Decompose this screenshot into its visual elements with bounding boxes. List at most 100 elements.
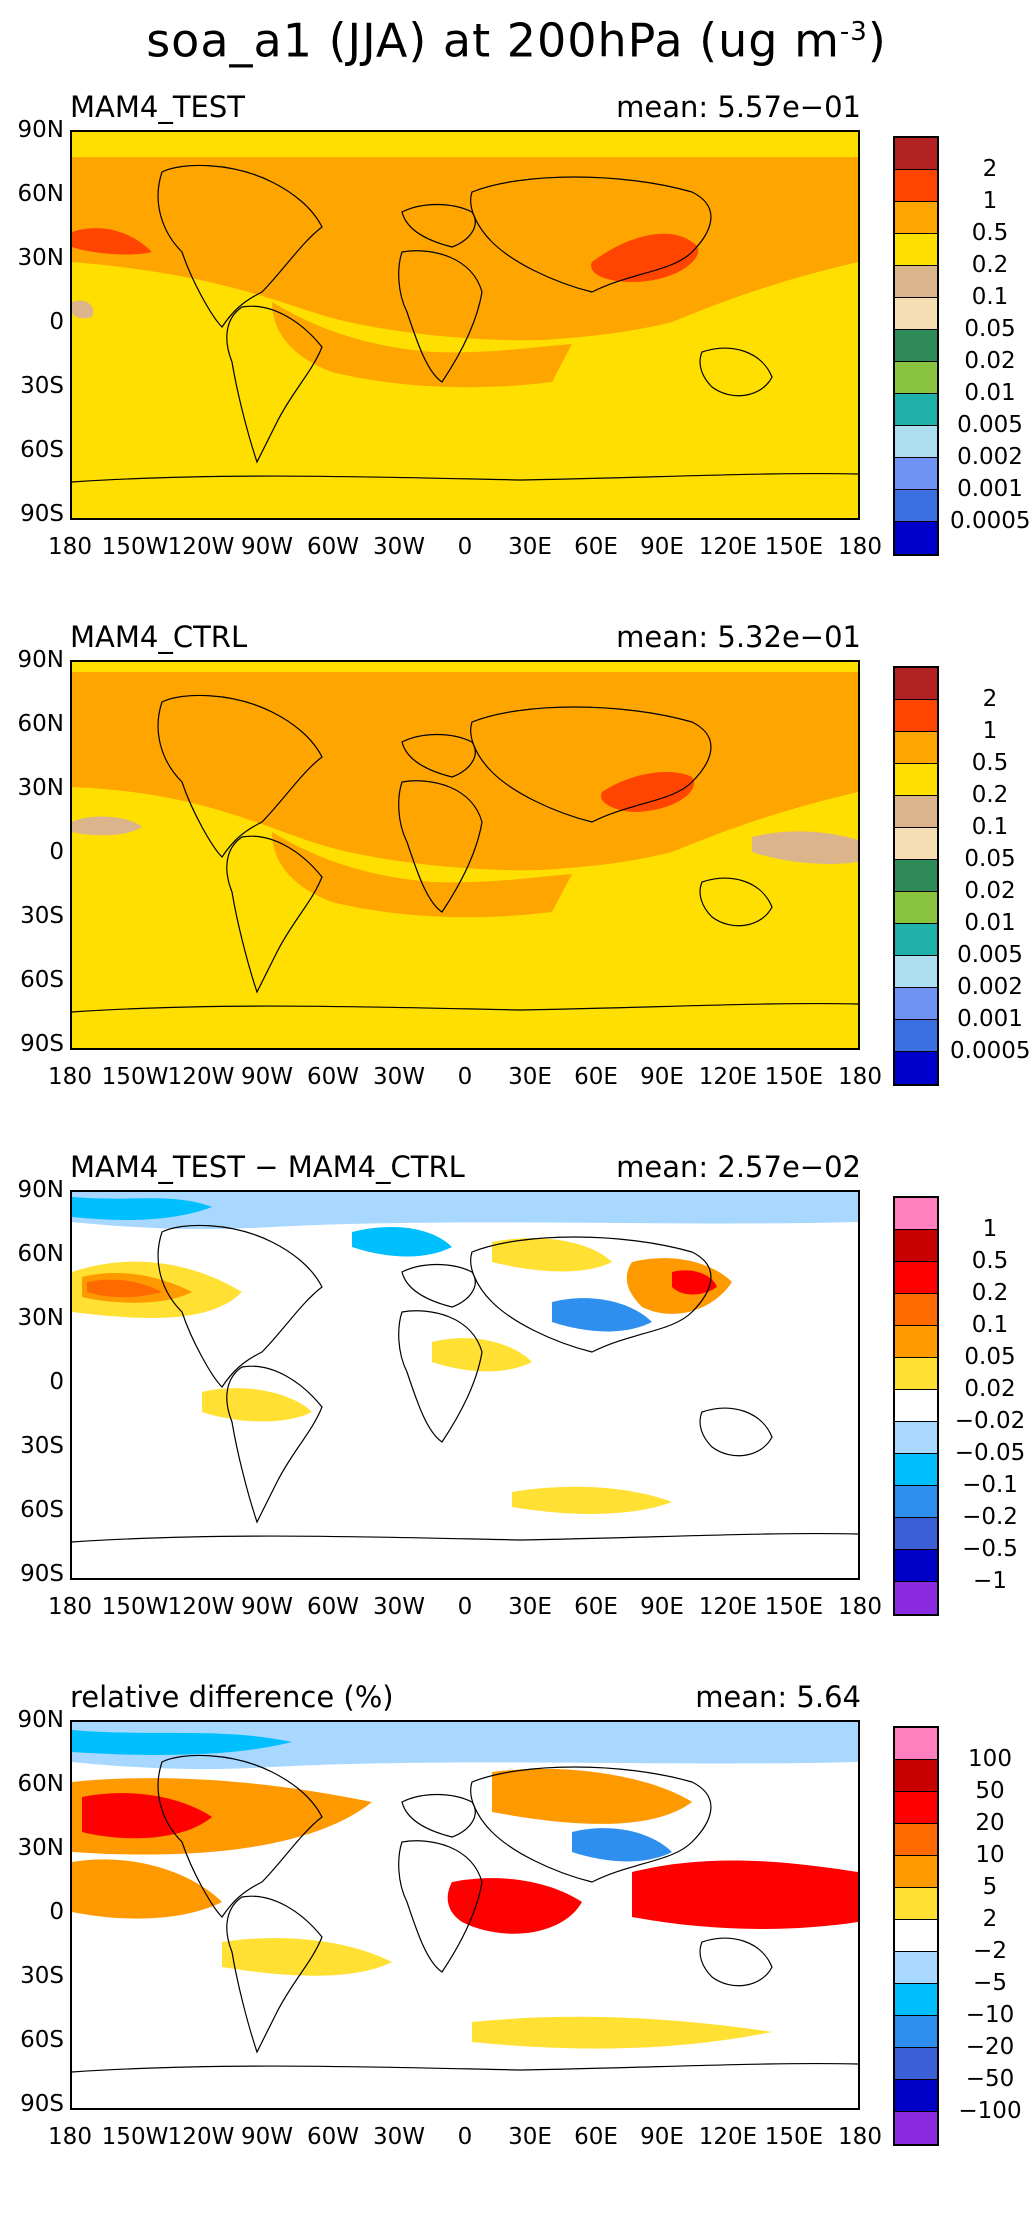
colorbar-swatch bbox=[895, 1486, 937, 1518]
field-red-pacific bbox=[82, 1793, 212, 1839]
colorbar-label: 5 bbox=[982, 1874, 998, 1900]
field-red-asia bbox=[591, 233, 699, 282]
coastlines bbox=[72, 1754, 858, 2073]
y-tick-label: 60N bbox=[17, 711, 64, 737]
colorbar-swatch bbox=[895, 170, 937, 202]
panel-title: MAM4_TEST bbox=[70, 90, 245, 124]
x-tick-label: 60W bbox=[306, 1064, 360, 1090]
colorbar-swatch bbox=[895, 1952, 937, 1984]
field-blue-asia bbox=[572, 1828, 672, 1862]
field-yellow-south bbox=[222, 1938, 392, 1976]
y-tick-label: 60S bbox=[20, 967, 64, 993]
colorbar-swatch bbox=[895, 298, 937, 330]
colorbar-swatch bbox=[895, 956, 937, 988]
x-tick-label: 180 bbox=[48, 1594, 92, 1620]
x-tick-label: 120E bbox=[698, 2124, 758, 2150]
colorbar bbox=[893, 1196, 939, 1616]
colorbar-swatch bbox=[895, 668, 937, 700]
colorbar-label: −1 bbox=[973, 1568, 1007, 1594]
colorbar-label: 0.5 bbox=[971, 750, 1009, 776]
x-tick-label: 90E bbox=[640, 534, 684, 560]
colorbar-label: 0.2 bbox=[971, 1280, 1009, 1306]
colorbar-label: −100 bbox=[958, 2098, 1022, 2124]
x-tick-label: 90W bbox=[240, 1064, 294, 1090]
colorbar-swatch bbox=[895, 1920, 937, 1952]
x-tick-label: 90W bbox=[240, 1594, 294, 1620]
map-svg bbox=[72, 1722, 858, 2108]
colorbar-label: −0.2 bbox=[962, 1504, 1018, 1530]
x-tick-label: 150W bbox=[101, 534, 169, 560]
colorbar-label: 1 bbox=[982, 188, 998, 214]
colorbar-swatch bbox=[895, 796, 937, 828]
y-tick-label: 90S bbox=[20, 501, 64, 527]
x-tick-label: 180 bbox=[838, 1594, 882, 1620]
colorbar-label: 0.01 bbox=[964, 380, 1016, 406]
colorbar-label: 0.05 bbox=[964, 1344, 1016, 1370]
y-tick-label: 60N bbox=[17, 181, 64, 207]
field-cyan-arctic bbox=[72, 1197, 212, 1220]
colorbar-label: 1 bbox=[982, 718, 998, 744]
x-tick-label: 180 bbox=[838, 534, 882, 560]
x-tick-label: 90W bbox=[240, 534, 294, 560]
colorbar-swatch bbox=[895, 1422, 937, 1454]
y-tick-label: 60S bbox=[20, 1497, 64, 1523]
y-tick-label: 0 bbox=[49, 1369, 64, 1395]
panel-mean: mean: 5.57e−01 bbox=[616, 90, 861, 124]
colorbar bbox=[893, 1726, 939, 2146]
colorbar-swatch bbox=[895, 522, 937, 554]
y-tick-label: 30S bbox=[20, 373, 64, 399]
y-tick-label: 30S bbox=[20, 1433, 64, 1459]
x-tick-label: 30E bbox=[508, 534, 552, 560]
x-tick-label: 60E bbox=[574, 1064, 618, 1090]
field-red-eastasia bbox=[632, 1860, 858, 1929]
colorbar-swatch bbox=[895, 458, 937, 490]
y-tick-label: 0 bbox=[49, 309, 64, 335]
y-tick-label: 90S bbox=[20, 1031, 64, 1057]
colorbar-label: 0.2 bbox=[971, 782, 1009, 808]
y-tick-label: 30S bbox=[20, 1963, 64, 1989]
x-tick-label: 30E bbox=[508, 1594, 552, 1620]
field-blue-arctic bbox=[72, 1192, 858, 1230]
y-tick-label: 90N bbox=[17, 647, 64, 673]
colorbar-label: 0.2 bbox=[971, 252, 1009, 278]
colorbar-swatch bbox=[895, 2016, 937, 2048]
y-tick-label: 60N bbox=[17, 1241, 64, 1267]
y-tick-label: 90S bbox=[20, 2091, 64, 2117]
y-tick-label: 90N bbox=[17, 117, 64, 143]
field-orange-south bbox=[272, 302, 572, 388]
field-cyan-arctic bbox=[72, 1730, 292, 1755]
colorbar-label: 0.01 bbox=[964, 910, 1016, 936]
y-tick-label: 30S bbox=[20, 903, 64, 929]
colorbar-swatch bbox=[895, 732, 937, 764]
colorbar-swatch bbox=[895, 362, 937, 394]
x-tick-label: 120E bbox=[698, 534, 758, 560]
x-tick-label: 120W bbox=[167, 2124, 235, 2150]
field-blue-europe bbox=[352, 1227, 452, 1257]
field-yellow-southern bbox=[472, 2016, 772, 2049]
colorbar-swatch bbox=[895, 1856, 937, 1888]
colorbar-label: 0.02 bbox=[964, 1376, 1016, 1402]
field-red-asia bbox=[601, 772, 694, 812]
colorbar-swatch bbox=[895, 1518, 937, 1550]
field-orange-eurasia bbox=[492, 1768, 692, 1824]
x-tick-label: 180 bbox=[48, 1064, 92, 1090]
colorbar-swatch bbox=[895, 1198, 937, 1230]
colorbar-label: 0.05 bbox=[964, 316, 1016, 342]
colorbar-label: 1 bbox=[982, 1216, 998, 1242]
colorbar-label: 0.005 bbox=[957, 942, 1023, 968]
colorbar-swatch bbox=[895, 860, 937, 892]
colorbar-swatch bbox=[895, 330, 937, 362]
colorbar bbox=[893, 666, 939, 1086]
field-tan-west bbox=[72, 300, 94, 319]
colorbar-label: −0.05 bbox=[954, 1440, 1026, 1466]
y-tick-label: 90N bbox=[17, 1707, 64, 1733]
field-tan-east bbox=[752, 831, 858, 864]
x-tick-label: 150E bbox=[764, 2124, 824, 2150]
colorbar-swatch bbox=[895, 700, 937, 732]
colorbar-label: 0.05 bbox=[964, 846, 1016, 872]
coastlines bbox=[72, 694, 858, 1013]
y-tick-label: 0 bbox=[49, 1899, 64, 1925]
colorbar-swatch bbox=[895, 1454, 937, 1486]
y-tick-label: 60S bbox=[20, 437, 64, 463]
x-tick-label: 180 bbox=[838, 1064, 882, 1090]
